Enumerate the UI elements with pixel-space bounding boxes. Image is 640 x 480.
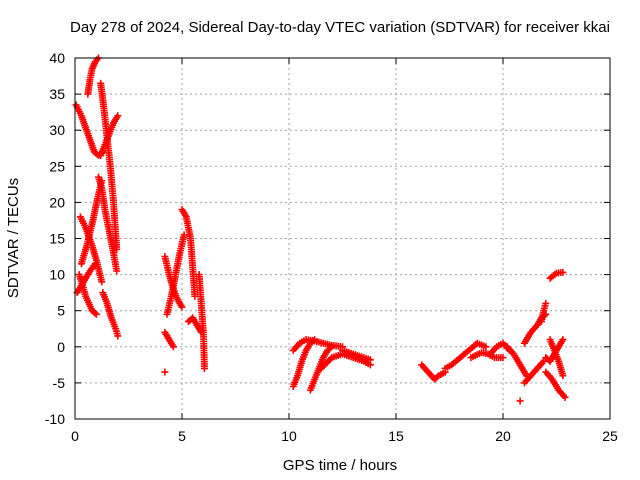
data-point [98,278,106,286]
y-tick-label: 10 [49,267,65,283]
x-tick-label: 0 [71,428,79,444]
data-point [92,310,100,318]
series-arc-n [184,314,205,336]
axis-ticks: 0 5 10 15 20 25 -10 -5 0 5 10 15 20 25 30 35 40 [45,50,618,444]
series-arc-q [161,368,169,376]
data-point [482,343,490,351]
y-tick-label: 0 [57,339,65,355]
y-tick-label: 25 [49,158,65,174]
series-arc-c [97,79,121,253]
x-tick-label: 20 [495,428,511,444]
x-tick-label: 5 [178,428,186,444]
grid [75,58,610,419]
data-point [178,303,186,311]
plot-frame [74,57,611,420]
y-tick-label: 5 [57,303,65,319]
y-tick-label: 35 [49,86,65,102]
data-point [114,332,122,340]
data-point [113,267,121,275]
series-arc-ad [520,310,550,347]
y-tick-label: 30 [49,122,65,138]
data-point [200,364,208,372]
series-arc-y [467,349,507,362]
series-arc-af [542,368,569,401]
series-arc-m [178,206,199,300]
chart-title: Day 278 of 2024, Sidereal Day-to-day VTE… [70,19,610,36]
series-arc-ac [520,357,548,387]
data-point [561,393,569,401]
data-point [542,299,550,307]
data-point [559,268,567,276]
series-arc-g [77,177,106,268]
series-arc-x [441,339,490,372]
data-point [366,356,374,364]
data-point [559,336,567,344]
data-point [191,292,199,300]
y-axis-title: SDTVAR / TECUs [5,178,22,298]
y-tick-label: -5 [53,375,66,391]
data-point [328,343,336,351]
data-point [540,357,548,365]
series-arc-l [163,231,188,318]
x-tick-label: 25 [602,428,618,444]
series-arc-j [99,289,122,340]
series-arc-ab [516,397,524,405]
series-arc-w [418,361,449,383]
data-point [309,337,317,345]
data-point [91,309,99,317]
x-axis-title: GPS time / hours [283,457,397,474]
x-tick-label: 15 [388,428,404,444]
x-tick-label: 10 [281,428,297,444]
data-point [98,177,106,185]
data-point [516,397,524,405]
series-arc-r [289,336,346,354]
series-arc-d [97,112,122,159]
series-arc-aa [503,343,531,380]
data-point [433,373,441,381]
series-arc-v [339,346,374,364]
data-point [559,372,567,380]
data-point [114,112,122,120]
series-arc-ag [546,268,567,282]
y-tick-label: -10 [45,411,65,427]
series-arc-s [289,336,319,391]
series-arc-ai [542,336,567,365]
series-arc-p [161,328,177,351]
data-point [169,343,177,351]
data-point [311,336,319,344]
data-point [499,354,507,362]
series-arc-o [195,271,208,372]
y-tick-label: 15 [49,231,65,247]
series-arc-z [486,339,513,358]
series-arc-a [72,101,107,159]
series-arc-ae [538,299,550,326]
data-point [326,344,334,352]
y-tick-label: 40 [49,50,65,66]
data-points [72,54,569,405]
data-point [91,260,99,268]
data-point [161,368,169,376]
y-tick-label: 20 [49,194,65,210]
series-arc-i [75,271,100,318]
